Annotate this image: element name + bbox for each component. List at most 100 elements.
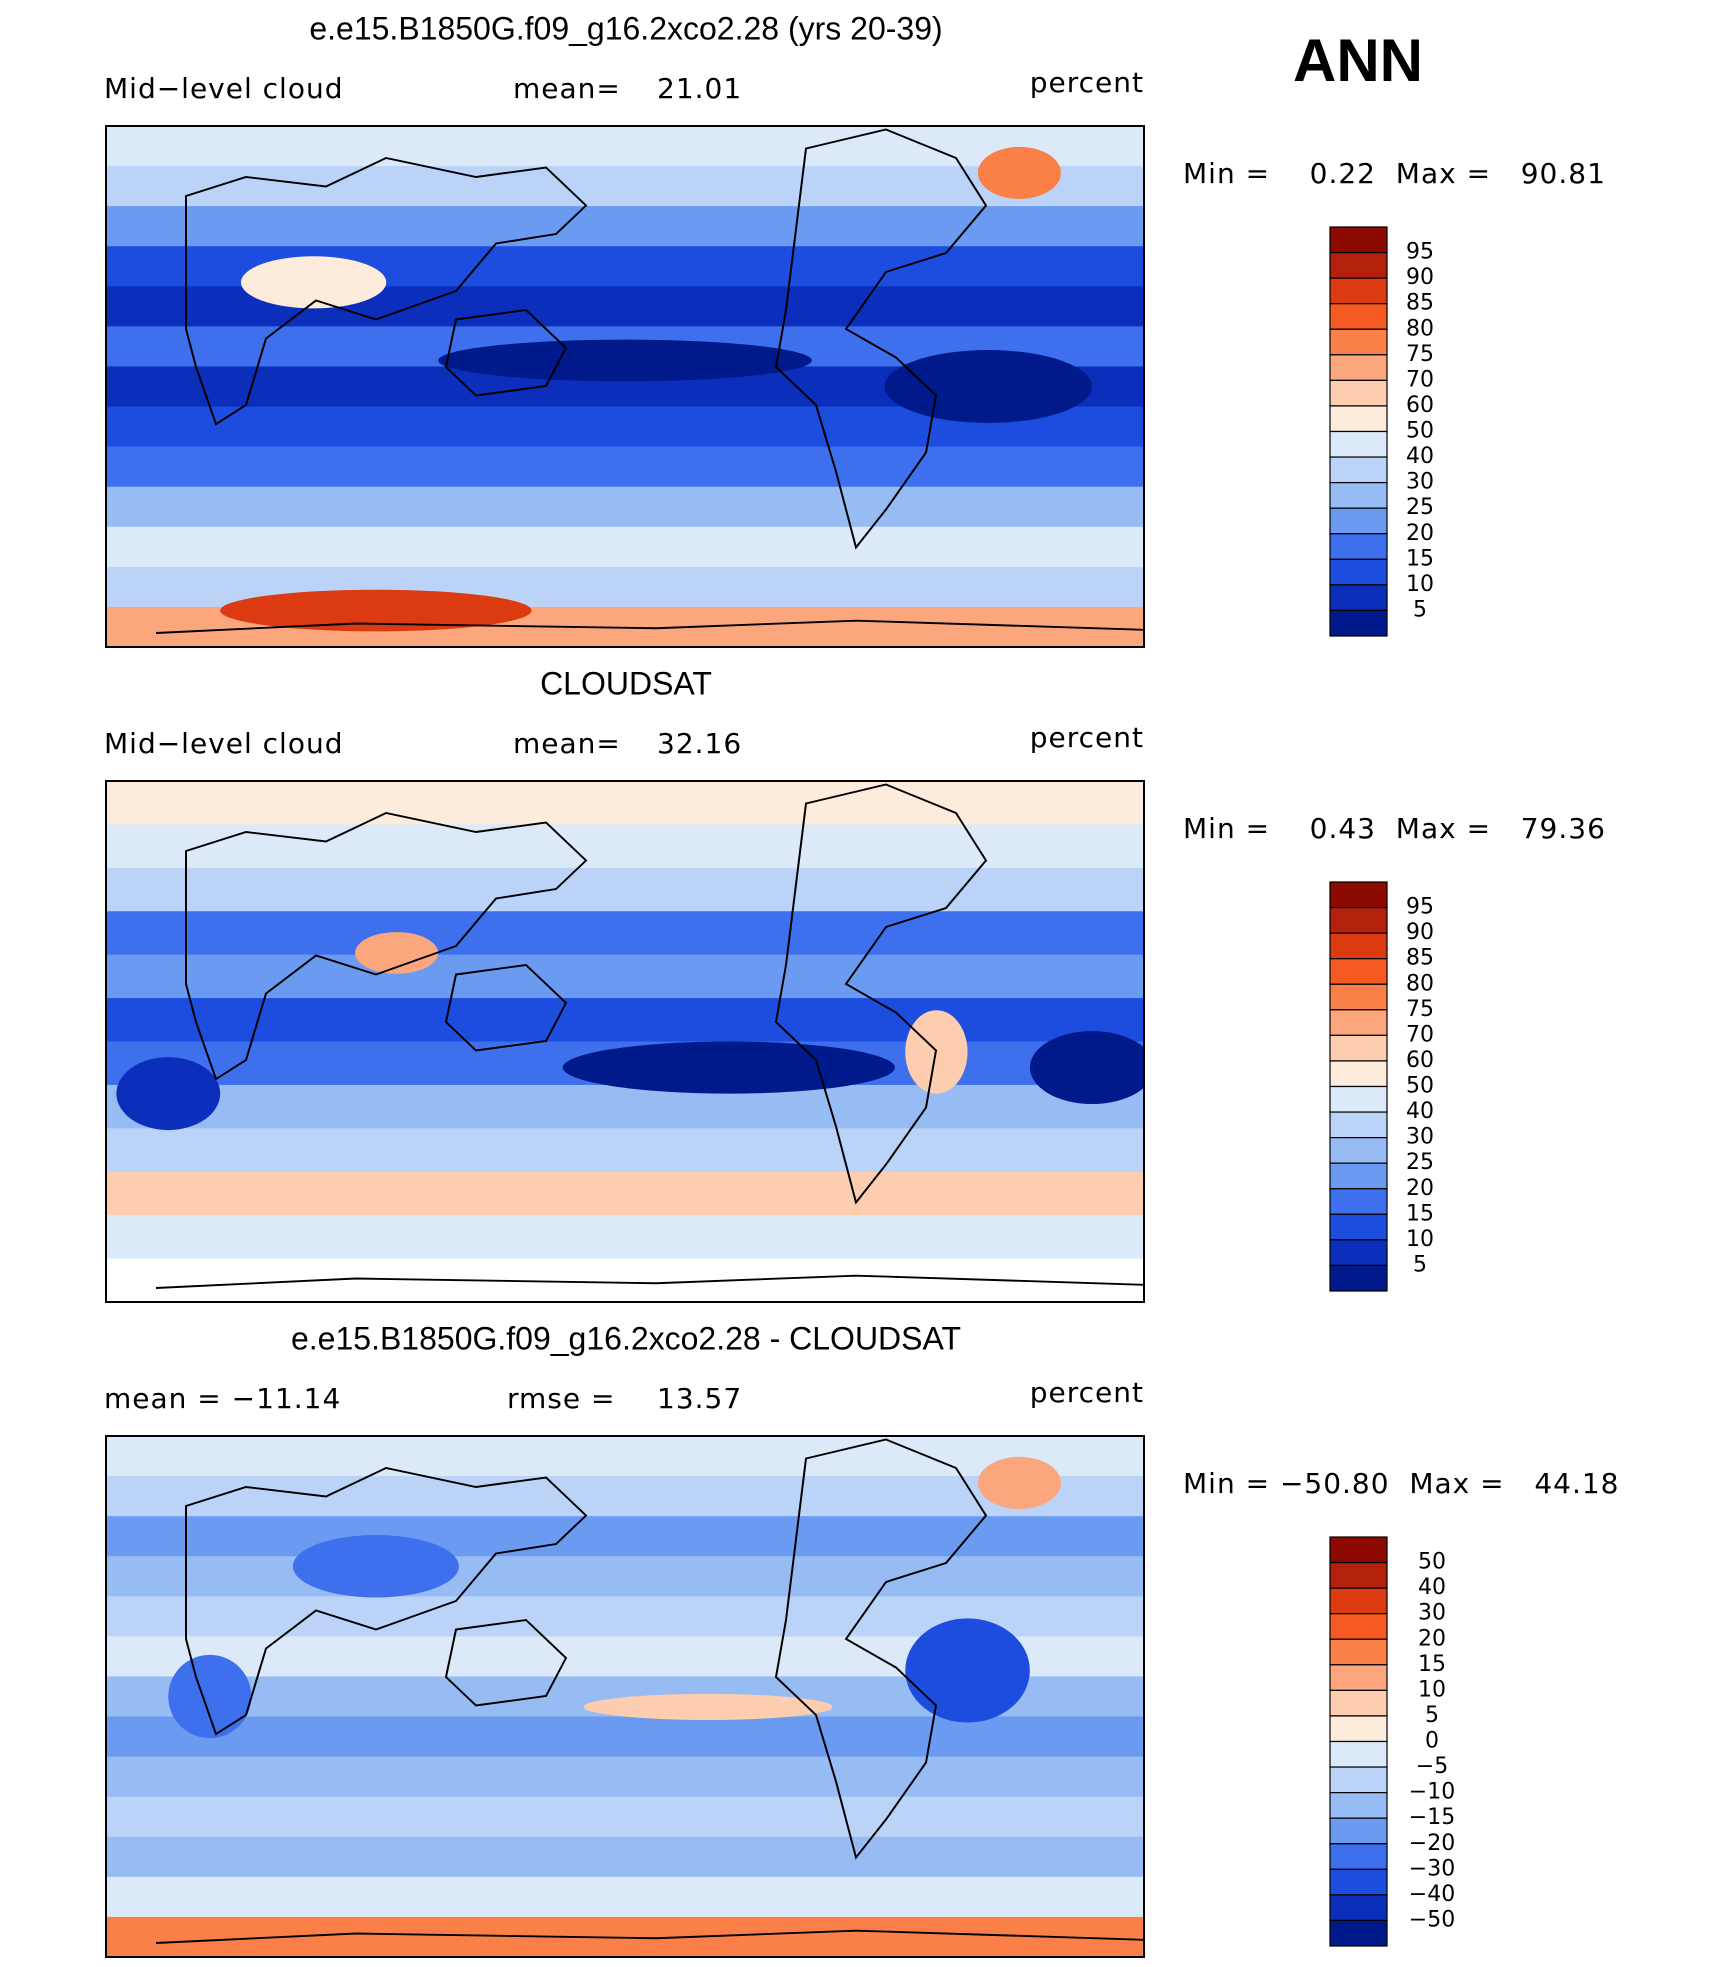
colorbar-box xyxy=(1329,405,1388,433)
map-region xyxy=(168,1654,252,1739)
colorbar-box xyxy=(1329,456,1388,484)
colorbar-label: 80 xyxy=(1406,316,1434,341)
panel-title: e.e15.B1850G.f09_g16.2xco2.28 - CLOUDSAT xyxy=(291,1320,961,1356)
colorbar-box xyxy=(1329,1162,1388,1190)
stat-label: mean= xyxy=(513,72,621,105)
colorbar-box xyxy=(1329,1536,1388,1564)
colorbar-box xyxy=(1329,1817,1388,1845)
colorbar-label: −30 xyxy=(1409,1856,1455,1881)
map-band xyxy=(106,911,1144,956)
map-band xyxy=(106,824,1144,869)
coastline xyxy=(155,128,1144,634)
panel-left-label: Mid−level cloud xyxy=(104,72,343,105)
colorbar-label: 30 xyxy=(1406,470,1434,495)
map-band xyxy=(106,954,1144,1000)
map-frame xyxy=(105,125,1145,648)
colorbar-box xyxy=(1329,1213,1388,1241)
colorbar-box xyxy=(1329,1561,1388,1589)
colorbar-box xyxy=(1329,1009,1388,1036)
colorbar-label: 60 xyxy=(1406,1048,1434,1073)
colorbar-label: −10 xyxy=(1409,1780,1455,1805)
panel-left-label: mean = −11.14 xyxy=(104,1382,341,1415)
colorbar-label: 40 xyxy=(1418,1575,1446,1600)
colorbar-box xyxy=(1329,1239,1388,1267)
colorbar-label: 10 xyxy=(1406,1227,1434,1252)
colorbar-label: 70 xyxy=(1406,1022,1434,1047)
map-band xyxy=(106,1084,1144,1130)
colorbar-label: 90 xyxy=(1406,265,1434,290)
panel-title: e.e15.B1850G.f09_g16.2xco2.28 (yrs 20-39… xyxy=(309,10,942,46)
colorbar-box xyxy=(1329,1613,1388,1640)
colorbar-box xyxy=(1329,277,1388,305)
map-band xyxy=(106,126,1144,168)
map-band xyxy=(106,781,1144,826)
colorbar-box xyxy=(1329,1894,1388,1922)
colorbar-label: 50 xyxy=(1406,1074,1434,1099)
colorbar-label: 50 xyxy=(1418,1550,1446,1575)
colorbar-label: 85 xyxy=(1406,946,1434,971)
map-region xyxy=(220,589,532,632)
units-label: percent xyxy=(1030,1376,1144,1409)
colorbar-box xyxy=(1329,303,1388,330)
colorbar-box xyxy=(1329,482,1388,509)
colorbar-label: 20 xyxy=(1406,521,1434,546)
stat-value: 21.01 xyxy=(657,72,742,105)
colorbar-label: 20 xyxy=(1418,1626,1446,1651)
colorbar-box xyxy=(1329,1664,1388,1691)
colorbar-label: 5 xyxy=(1425,1703,1439,1728)
colorbar-box xyxy=(1329,1843,1388,1870)
colorbar-box xyxy=(1329,430,1388,458)
colorbar-label: 20 xyxy=(1406,1176,1434,1201)
colorbar-label: 90 xyxy=(1406,920,1434,945)
map-frame xyxy=(105,1435,1145,1958)
colorbar-label: −15 xyxy=(1409,1805,1455,1830)
colorbar-label: −40 xyxy=(1409,1882,1455,1907)
units-label: percent xyxy=(1030,721,1144,754)
colorbar-box xyxy=(1329,379,1388,407)
colorbar-label: 15 xyxy=(1406,1201,1434,1226)
colorbar-label: 15 xyxy=(1406,546,1434,571)
colorbar-box xyxy=(1329,1766,1388,1794)
colorbar-label: 10 xyxy=(1418,1677,1446,1702)
colorbar-box xyxy=(1329,881,1388,909)
map-region xyxy=(240,256,387,309)
season-label: ANN xyxy=(1293,27,1423,94)
colorbar-box xyxy=(1329,1792,1388,1819)
colorbar-label: 95 xyxy=(1406,240,1434,265)
colorbar-box xyxy=(1329,1264,1388,1292)
colorbar-box xyxy=(1329,1188,1388,1215)
colorbar-box xyxy=(1329,983,1388,1011)
colorbar-box xyxy=(1329,226,1388,254)
colorbar-label: 30 xyxy=(1406,1125,1434,1150)
map xyxy=(106,1436,1144,1957)
map-band xyxy=(106,1796,1144,1838)
map-band xyxy=(106,166,1144,208)
colorbar-box xyxy=(1329,507,1388,535)
colorbar-box xyxy=(1329,354,1388,381)
colorbar-box xyxy=(1329,1137,1388,1164)
map xyxy=(106,781,1144,1302)
map-band xyxy=(106,1171,1144,1217)
map-band xyxy=(106,998,1144,1043)
map-band xyxy=(106,1556,1144,1598)
map-region xyxy=(905,1618,1030,1723)
map-region xyxy=(884,350,1093,423)
stat-label: mean= xyxy=(513,727,621,760)
map xyxy=(106,126,1144,647)
map-band xyxy=(106,1516,1144,1558)
colorbar-box xyxy=(1329,1111,1388,1139)
colorbar-box xyxy=(1329,1715,1388,1743)
colorbar-label: 5 xyxy=(1413,597,1427,622)
map-region xyxy=(116,1057,221,1131)
colorbar-label: 10 xyxy=(1406,572,1434,597)
map-region xyxy=(355,932,439,974)
map-region xyxy=(438,339,812,382)
colorbar-box xyxy=(1329,251,1388,279)
colorbar-box xyxy=(1329,1919,1388,1947)
map-region xyxy=(292,1534,459,1598)
colorbar-label: 50 xyxy=(1406,419,1434,444)
colorbar-label: 75 xyxy=(1406,997,1434,1022)
map-region xyxy=(562,1041,895,1094)
map-region xyxy=(977,146,1061,199)
